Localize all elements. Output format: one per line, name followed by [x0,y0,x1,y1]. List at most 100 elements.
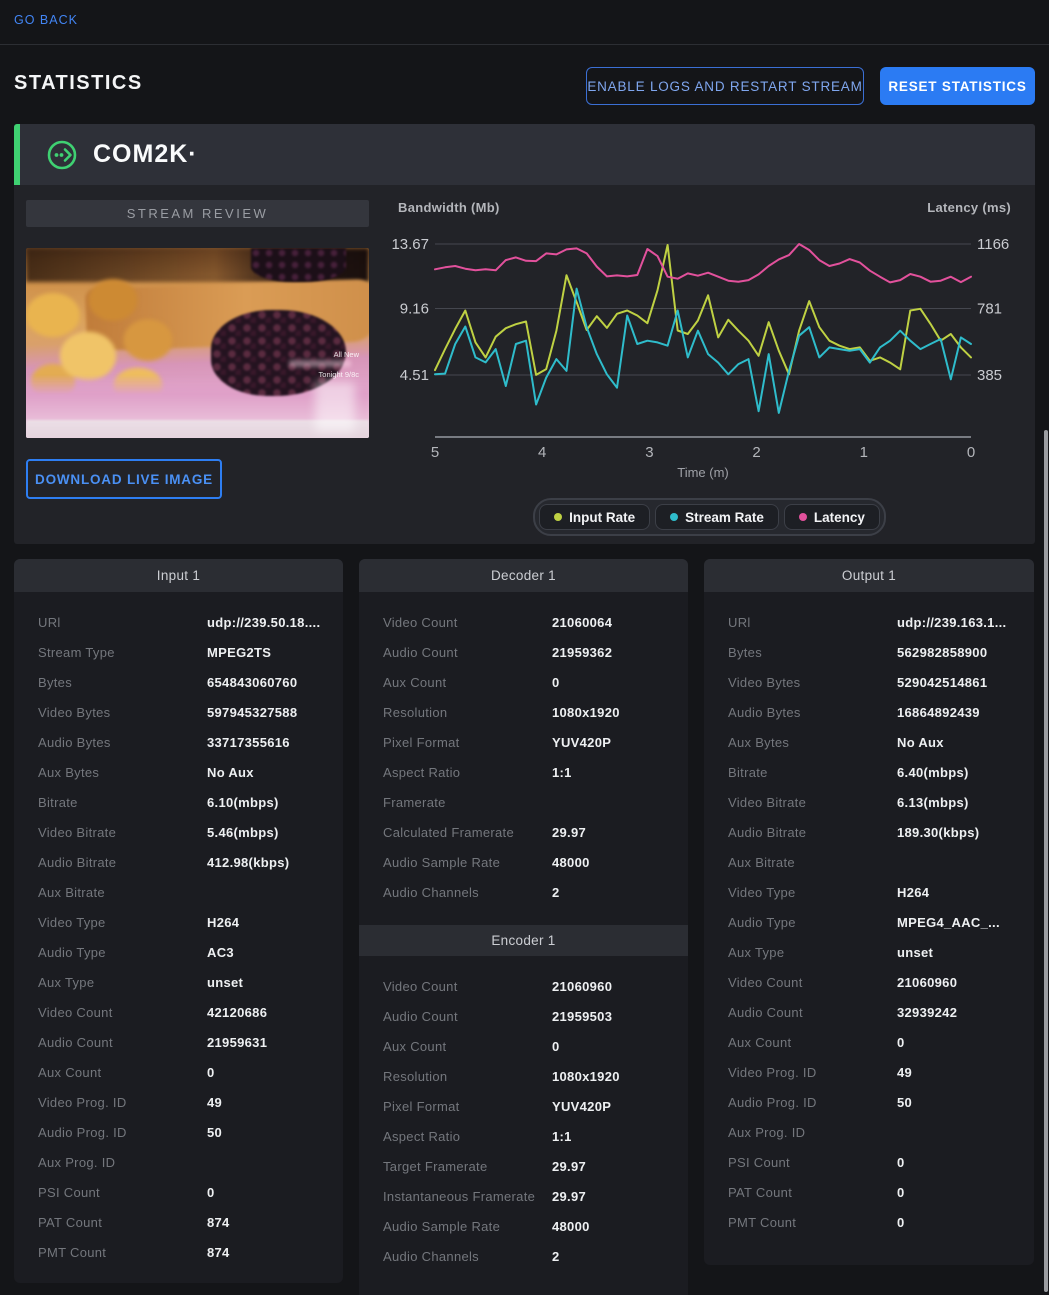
stat-value: YUV420P [552,1098,612,1114]
svg-text:5: 5 [431,444,439,461]
stat-row: PSI Count 0 [704,1147,1034,1177]
stat-value: 6.10(mbps) [207,794,279,810]
stat-value: 2 [552,884,560,900]
stat-label: Aux Type [728,944,785,960]
stat-value: 48000 [552,854,590,870]
stat-value: MPEG4_AAC_... [897,914,1000,930]
svg-text:2: 2 [752,444,760,461]
stat-row: Aux Count 0 [359,667,688,697]
stat-row: Audio Channels 2 [359,877,688,907]
stat-value: 29.97 [552,1188,587,1204]
stat-row: Stream Type MPEG2TS [14,637,343,667]
stat-row: Video Prog. ID 49 [704,1057,1034,1087]
stat-row: Video Count 42120686 [14,997,343,1027]
stat-row: Aux Prog. ID [14,1147,343,1177]
stat-value: udp://239.50.18.... [207,614,321,630]
go-back-link[interactable]: GO BACK [14,13,78,27]
download-live-image-button[interactable]: DOWNLOAD LIVE IMAGE [26,459,222,499]
stat-row: Video Bitrate 6.13(mbps) [704,787,1034,817]
panel-header-output-1: Output 1 [704,559,1034,592]
svg-text:1166: 1166 [977,236,1009,253]
stat-row: Video Type H264 [14,907,343,937]
stat-value: 1080x1920 [552,1068,620,1084]
svg-text:9.16: 9.16 [400,300,429,317]
stat-row: Framerate [359,787,688,817]
stat-row: Bitrate 6.10(mbps) [14,787,343,817]
stat-row: Aux Count 0 [14,1057,343,1087]
stat-value: 189.30(kbps) [897,824,980,840]
stat-row: PAT Count 874 [14,1207,343,1237]
stat-row: Target Framerate 29.97 [359,1151,688,1181]
stat-label: PSI Count [728,1154,790,1170]
legend-dot [798,513,807,521]
stat-row: Pixel Format YUV420P [359,1091,688,1121]
thumbnail-art [26,420,369,438]
stat-label: Audio Sample Rate [383,854,501,870]
stat-label: Aspect Ratio [383,764,461,780]
stat-value: 6.13(mbps) [897,794,969,810]
stat-label: Aux Bitrate [728,854,795,870]
svg-text:4.51: 4.51 [400,367,429,384]
stat-value: 597945327588 [207,704,298,720]
stat-row: Aspect Ratio 1:1 [359,757,688,787]
panel-input-1: Input 1 URl udp://239.50.18.... Stream T… [14,559,343,1283]
stat-value: MPEG2TS [207,644,272,660]
legend-chip[interactable]: Input Rate [539,504,651,530]
scrollbar-thumb[interactable] [1044,430,1048,1292]
stat-value: H264 [897,884,930,900]
reset-statistics-button[interactable]: RESET STATISTICS [880,67,1035,105]
stat-value: 0 [552,674,560,690]
brand-name: COM2K· [93,140,198,168]
stat-row: Video Count 21060960 [359,971,688,1001]
stat-label: Aux Bytes [38,764,100,780]
stat-label: Target Framerate [383,1158,488,1174]
stat-label: Framerate [383,794,446,810]
stat-label: Audio Sample Rate [383,1218,501,1234]
stat-value: udp://239.163.1... [897,614,1007,630]
stat-label: Audio Bitrate [728,824,807,840]
stat-value: 0 [897,1034,905,1050]
stat-label: Audio Channels [383,1248,479,1264]
stat-label: URl [38,614,61,630]
stat-value: 2 [552,1248,560,1264]
stat-label: Bitrate [38,794,78,810]
stat-label: Audio Count [383,1008,458,1024]
stat-label: Aux Type [38,974,95,990]
stat-label: Video Prog. ID [38,1094,127,1110]
stat-label: PMT Count [38,1244,107,1260]
legend-chip[interactable]: Stream Rate [655,504,779,530]
svg-text:4: 4 [538,444,546,461]
stat-row: Video Bytes 597945327588 [14,697,343,727]
stat-row: Bytes 654843060760 [14,667,343,697]
svg-text:1: 1 [860,444,868,461]
svg-text:3: 3 [645,444,653,461]
legend-chip[interactable]: Latency [783,504,880,530]
panel-decoder-encoder: Decoder 1 Video Count 21060064 Audio Cou… [359,559,688,1295]
svg-text:385: 385 [977,367,1002,384]
stat-label: Aspect Ratio [383,1128,461,1144]
stat-label: Bitrate [728,764,768,780]
legend-label: Stream Rate [685,509,764,525]
stat-value: unset [897,944,934,960]
stat-label: Audio Type [38,944,106,960]
channel-watermark-blur [289,360,351,367]
stat-label: Audio Prog. ID [38,1124,127,1140]
panel-header-decoder-1: Decoder 1 [359,559,688,592]
stat-label: Bytes [38,674,73,690]
thumbnail-art [211,310,346,396]
stat-label: Video Bytes [728,674,801,690]
channel-logo-blur [315,382,355,432]
stat-value: 21959631 [207,1034,268,1050]
enable-logs-button[interactable]: ENABLE LOGS AND RESTART STREAM [586,67,864,105]
stat-value: 0 [897,1154,905,1170]
stat-row: PSI Count 0 [14,1177,343,1207]
scrollbar-track[interactable] [1040,0,1049,1295]
stat-value: 1080x1920 [552,704,620,720]
stat-label: Video Count [728,974,803,990]
stat-label: PSI Count [38,1184,100,1200]
stat-label: Video Bitrate [728,794,807,810]
stat-row: Audio Sample Rate 48000 [359,1211,688,1241]
stat-label: Aux Prog. ID [38,1154,116,1170]
stat-row: Aux Count 0 [704,1027,1034,1057]
stat-value: 49 [207,1094,223,1110]
